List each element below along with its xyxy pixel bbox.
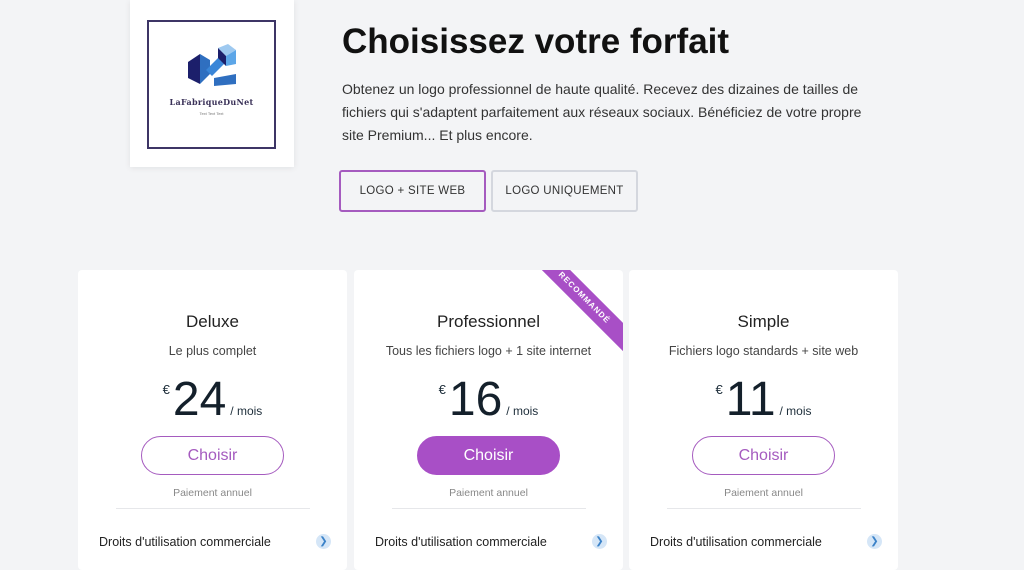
feature-label: Droits d'utilisation commerciale xyxy=(375,534,547,549)
plan-card-deluxe: Deluxe Le plus complet € 24 / mois Chois… xyxy=(78,270,347,570)
logo-brand-name: LaFabriqueDuNet xyxy=(169,97,254,107)
price-amount: 16 xyxy=(448,373,503,426)
plan-price: € 24 / mois xyxy=(78,376,347,428)
logo-mark-icon xyxy=(187,44,236,86)
billing-note: Paiement annuel xyxy=(173,487,252,499)
toggle-logo-uniquement[interactable]: LOGO UNIQUEMENT xyxy=(491,170,638,212)
currency: € xyxy=(438,382,446,397)
plan-name: Professionnel xyxy=(436,312,540,331)
choose-simple-button[interactable]: Choisir xyxy=(692,436,835,475)
chevron-right-icon[interactable]: ❯ xyxy=(592,534,607,549)
feature-label: Droits d'utilisation commerciale xyxy=(99,534,271,549)
plan-card-professionnel: RECOMMANDÉ Professionnel Tous les fichie… xyxy=(354,270,623,570)
logo-frame: LaFabriqueDuNet Text Text Text xyxy=(147,20,276,149)
feature-label: Droits d'utilisation commerciale xyxy=(650,534,822,549)
price-period: / mois xyxy=(506,404,539,418)
currency: € xyxy=(162,382,170,397)
page-description: Obtenez un logo professionnel de haute q… xyxy=(342,81,862,143)
feature-row[interactable]: Droits d'utilisation commerciale ❯ xyxy=(354,534,623,549)
price-amount: 11 xyxy=(725,373,776,426)
billing-note: Paiement annuel xyxy=(449,487,528,499)
currency: € xyxy=(715,382,723,397)
plan-subtitle: Tous les fichiers logo + 1 site internet xyxy=(385,344,592,358)
plan-price: € 11 / mois xyxy=(629,376,898,428)
feature-row[interactable]: Droits d'utilisation commerciale ❯ xyxy=(629,534,898,549)
plan-name: Deluxe xyxy=(186,312,239,331)
plan-subtitle: Le plus complet xyxy=(168,344,257,358)
chevron-right-icon[interactable]: ❯ xyxy=(316,534,331,549)
logo-tagline: Text Text Text xyxy=(199,111,224,116)
chevron-right-icon[interactable]: ❯ xyxy=(867,534,882,549)
choose-deluxe-button[interactable]: Choisir xyxy=(141,436,284,475)
divider xyxy=(666,508,861,509)
plan-card-simple: Simple Fichiers logo standards + site we… xyxy=(629,270,898,570)
page-title: Choisissez votre forfait xyxy=(342,22,730,61)
plan-price: € 16 / mois xyxy=(354,376,623,428)
choose-professionnel-button[interactable]: Choisir xyxy=(417,436,560,475)
divider xyxy=(391,508,586,509)
feature-row[interactable]: Droits d'utilisation commerciale ❯ xyxy=(78,534,347,549)
price-period: / mois xyxy=(230,404,263,418)
toggle-logo-site-web[interactable]: LOGO + SITE WEB xyxy=(339,170,486,212)
plan-subtitle: Fichiers logo standards + site web xyxy=(668,344,859,358)
billing-note: Paiement annuel xyxy=(724,487,803,499)
logo-preview: LaFabriqueDuNet Text Text Text xyxy=(130,0,294,167)
plan-name: Simple xyxy=(737,312,790,331)
price-period: / mois xyxy=(779,404,812,418)
price-amount: 24 xyxy=(172,373,227,426)
divider xyxy=(115,508,310,509)
